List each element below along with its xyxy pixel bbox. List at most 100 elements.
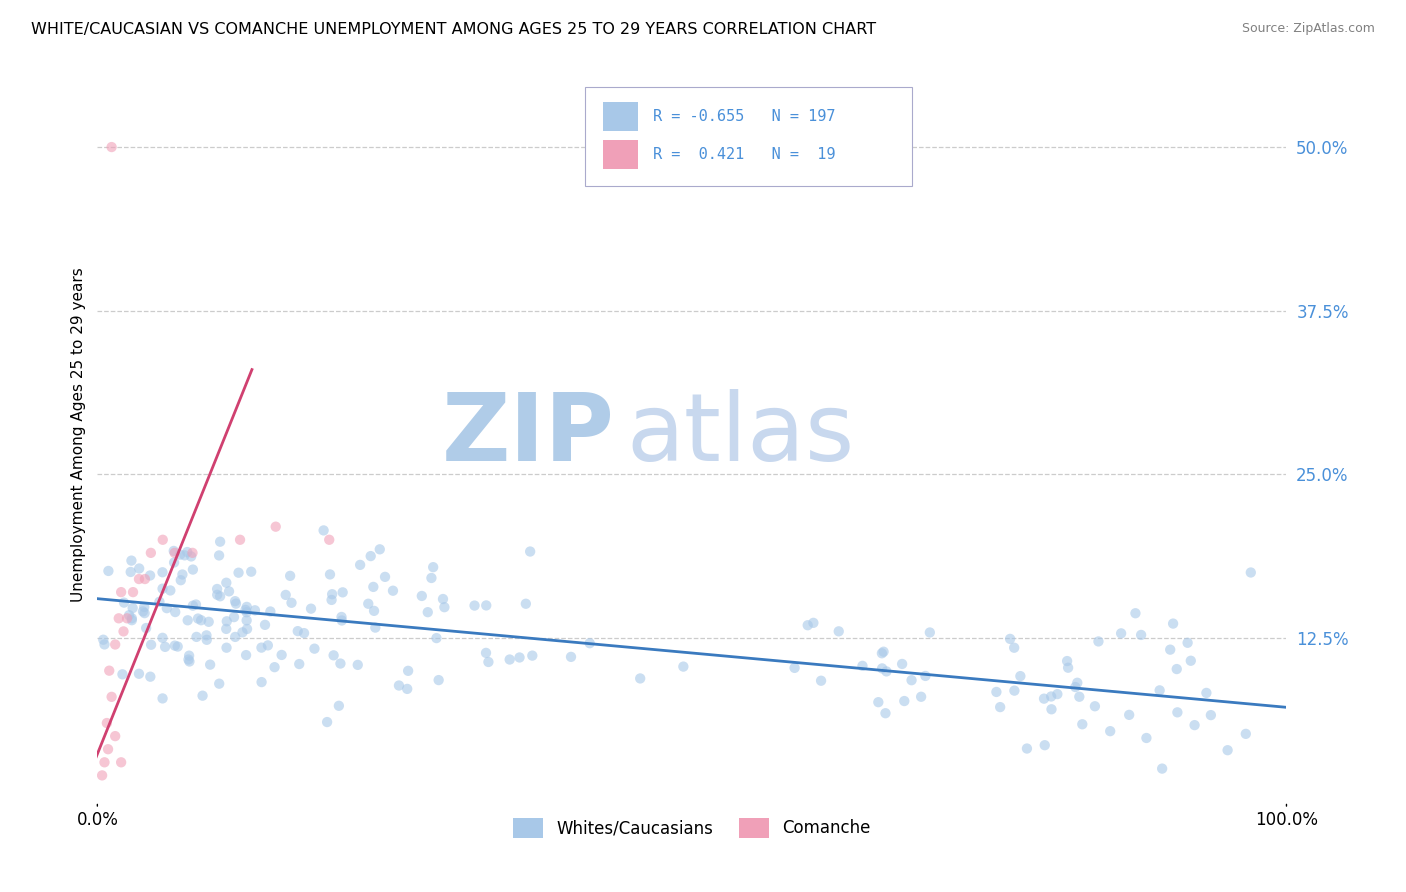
Point [515, 597, 537, 611]
Point [1056, 654, 1078, 668]
Point [215, 614, 238, 628]
Point [578, 636, 600, 650]
Point [396, 681, 419, 696]
Point [1057, 661, 1080, 675]
Point [312, 524, 335, 538]
Point [918, 625, 941, 640]
Point [914, 669, 936, 683]
Point [1071, 717, 1094, 731]
Text: WHITE/CAUCASIAN VS COMANCHE UNEMPLOYMENT AMONG AGES 25 TO 29 YEARS CORRELATION C: WHITE/CAUCASIAN VS COMANCHE UNEMPLOYMENT… [31, 22, 876, 37]
Point [432, 592, 454, 607]
Point [205, 582, 228, 596]
Point [1152, 762, 1174, 776]
Point [363, 580, 385, 594]
Point [128, 666, 150, 681]
Point [872, 645, 894, 659]
Point [112, 596, 135, 610]
Point [1216, 743, 1239, 757]
Point [319, 567, 342, 582]
Point [828, 624, 851, 639]
Point [1166, 662, 1188, 676]
Point [259, 605, 281, 619]
Text: Source: ZipAtlas.com: Source: ZipAtlas.com [1241, 22, 1375, 36]
Point [1109, 626, 1132, 640]
Point [560, 649, 582, 664]
Point [509, 650, 531, 665]
Point [304, 641, 326, 656]
Point [198, 657, 221, 672]
Point [181, 563, 204, 577]
Point [1015, 741, 1038, 756]
Point [1066, 675, 1088, 690]
Text: R = -0.655   N = 197: R = -0.655 N = 197 [652, 109, 835, 124]
Point [172, 567, 194, 582]
Point [195, 632, 218, 647]
Point [332, 585, 354, 599]
Point [1040, 690, 1063, 704]
Point [1064, 680, 1087, 694]
Point [870, 661, 893, 675]
Point [796, 618, 818, 632]
Point [346, 657, 368, 672]
Point [224, 594, 246, 608]
Point [464, 599, 486, 613]
Point [1033, 738, 1056, 752]
Point [851, 658, 873, 673]
Point [111, 667, 134, 681]
Point [299, 601, 322, 615]
Point [998, 632, 1021, 646]
Legend: Whites/Caucasians, Comanche: Whites/Caucasians, Comanche [506, 811, 877, 845]
Point [240, 565, 263, 579]
Point [1159, 642, 1181, 657]
Point [156, 601, 179, 615]
Point [1166, 706, 1188, 720]
Point [1234, 727, 1257, 741]
Point [97, 742, 120, 756]
Point [910, 690, 932, 704]
Point [364, 621, 387, 635]
Point [135, 621, 157, 635]
Point [180, 549, 202, 564]
Point [91, 632, 114, 647]
Point [121, 613, 143, 627]
Point [231, 625, 253, 640]
Point [330, 610, 353, 624]
Point [988, 700, 1011, 714]
Point [229, 533, 252, 547]
Point [235, 614, 257, 628]
Point [177, 652, 200, 666]
Point [321, 587, 343, 601]
Point [208, 549, 231, 563]
Point [316, 714, 339, 729]
Point [112, 624, 135, 639]
Point [165, 605, 187, 619]
Point [134, 600, 156, 615]
Point [1195, 686, 1218, 700]
Point [868, 695, 890, 709]
Point [1010, 669, 1032, 683]
Point [411, 589, 433, 603]
Point [159, 583, 181, 598]
Point [270, 648, 292, 662]
Point [115, 611, 138, 625]
Point [132, 604, 155, 618]
Point [148, 595, 170, 609]
Point [152, 533, 174, 547]
Point [1069, 690, 1091, 704]
Point [1040, 702, 1063, 716]
Point [153, 640, 176, 654]
Point [891, 657, 914, 671]
Point [257, 639, 280, 653]
Point [191, 689, 214, 703]
Point [1125, 606, 1147, 620]
Point [97, 564, 120, 578]
Point [321, 593, 343, 607]
Point [986, 685, 1008, 699]
Point [218, 584, 240, 599]
Point [1118, 707, 1140, 722]
Point [368, 542, 391, 557]
Point [1084, 699, 1107, 714]
Point [134, 606, 156, 620]
Point [173, 549, 195, 563]
Point [110, 585, 132, 599]
